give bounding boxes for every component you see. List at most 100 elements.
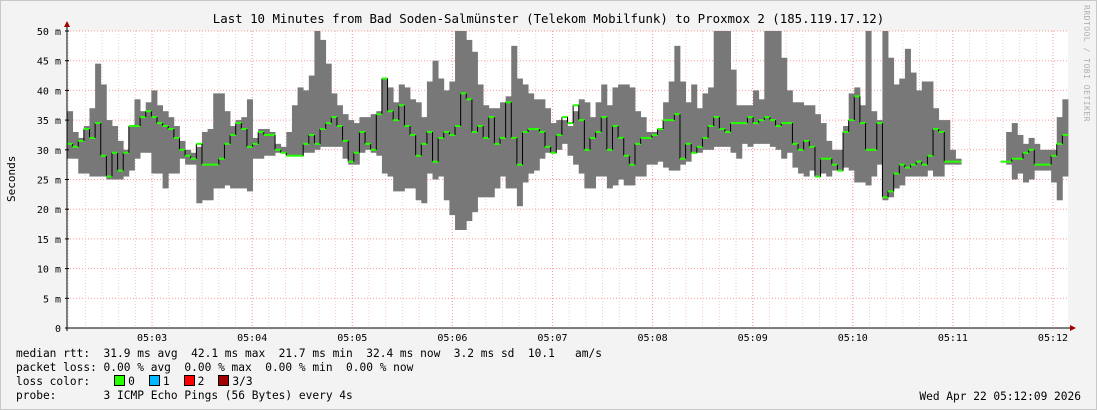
median-point [173, 136, 180, 139]
median-point [156, 122, 164, 125]
smoke-bar [685, 102, 692, 162]
median-point [370, 148, 377, 151]
median-point [685, 142, 692, 145]
loss-color-item: 2 [183, 375, 204, 388]
median-point [151, 116, 158, 119]
smoke-bar [275, 143, 282, 153]
smoke-bar [393, 102, 400, 192]
median-point [415, 154, 422, 157]
median-point [168, 128, 175, 131]
smoke-bar [764, 31, 771, 144]
median-point [230, 133, 237, 136]
tick-labels: 0 5 m 10 m 15 m 20 m 25 m 30 m 35 m 40 m 45 m 50 m… [37, 27, 1068, 344]
smoke-bar [246, 99, 253, 192]
smoke-bar [500, 102, 507, 177]
median-point [831, 163, 838, 166]
loss-color-swatch [218, 375, 230, 386]
smoke-bar [466, 39, 473, 222]
median-point [629, 163, 636, 166]
chart-title: Last 10 Minutes from Bad Soden-Salmünste… [212, 11, 885, 26]
smoke-bar [876, 120, 883, 165]
smoke-bar [516, 78, 523, 207]
median-point [252, 142, 259, 145]
loss-color-item: 0 [114, 375, 135, 388]
loss-color-swatch-label: 0 [128, 375, 135, 388]
smoke-bar [348, 120, 355, 165]
smoke-bar [286, 131, 293, 156]
smoke-bar [173, 126, 180, 174]
median-point [387, 110, 394, 113]
median-point [246, 145, 253, 148]
median-point [111, 151, 119, 154]
median-point [899, 163, 906, 166]
median-point [955, 160, 962, 163]
smoke-bar [792, 102, 799, 168]
median-point [724, 130, 731, 133]
smoke-bar [561, 120, 568, 144]
smoke-bar [455, 31, 462, 230]
median-point [466, 98, 473, 101]
median-point [764, 116, 771, 119]
median-point [336, 125, 343, 128]
median-point [606, 148, 613, 151]
median-point [567, 122, 574, 125]
smoke-bar [488, 108, 495, 198]
median-point [1000, 160, 1007, 163]
smoke-bar [837, 149, 844, 171]
median-point [241, 128, 248, 131]
loss-color-item: 3/3 [218, 375, 253, 388]
median-line [67, 77, 1069, 199]
median-point [882, 196, 889, 199]
median-point [78, 139, 85, 142]
smoke-bar [505, 96, 512, 189]
smoke-bar [1045, 149, 1052, 171]
median-point [618, 136, 625, 139]
smoke-bar [820, 123, 827, 174]
median-point [331, 116, 338, 119]
smoke-bar [1011, 123, 1018, 180]
smoke-bar [218, 93, 225, 189]
median-point [1017, 157, 1024, 160]
y-tick-label: 5 m [43, 294, 61, 305]
smoke-bar [331, 93, 338, 147]
smoke-bar [528, 93, 535, 174]
median-point [545, 145, 552, 148]
median-point [522, 130, 529, 133]
smoke-bar [365, 117, 372, 150]
median-point [826, 157, 833, 160]
median-point [280, 151, 287, 154]
smoke-bar [258, 129, 265, 159]
median-point [398, 104, 405, 107]
median-point [775, 125, 782, 128]
median-point [578, 119, 585, 122]
median-point [162, 125, 169, 128]
median-point [854, 95, 861, 98]
median-point [921, 163, 928, 166]
smoke-bar [201, 131, 208, 201]
smoke-bar [1056, 117, 1063, 201]
smoke-bar [910, 72, 917, 177]
timestamp: Wed Apr 22 05:12:09 2026 [919, 390, 1081, 403]
median-point [674, 113, 681, 116]
smoke-bar [460, 31, 467, 230]
loss-color-item: 1 [148, 375, 170, 388]
smoke-bar [1062, 99, 1069, 177]
x-tick-label: 05:07 [537, 333, 567, 344]
smoke-bar [843, 126, 850, 168]
median-point [1023, 151, 1030, 154]
median-point [640, 136, 647, 139]
median-point [421, 142, 428, 145]
smoke-bar [100, 84, 107, 177]
median-point [927, 154, 934, 157]
loss-color-swatch [148, 375, 160, 386]
median-point [533, 128, 540, 131]
median-point [1056, 142, 1063, 145]
median-point [269, 133, 276, 136]
smoke-bar [736, 105, 743, 159]
median-point [314, 142, 321, 145]
x-tick-label: 05:12 [1038, 333, 1068, 344]
y-tick-label: 45 m [37, 57, 61, 68]
median-point [944, 160, 951, 163]
median-point [741, 122, 748, 125]
median-point [904, 166, 911, 169]
